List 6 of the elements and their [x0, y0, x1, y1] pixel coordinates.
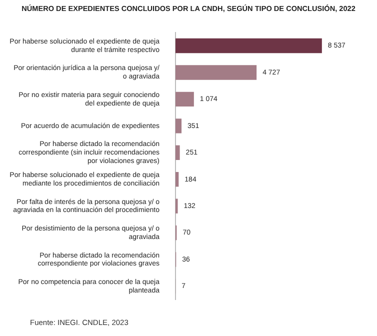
bar	[176, 92, 194, 107]
bar	[176, 65, 257, 80]
bar	[176, 118, 182, 134]
bar	[176, 38, 322, 54]
bar	[176, 145, 180, 160]
bar	[176, 172, 179, 187]
